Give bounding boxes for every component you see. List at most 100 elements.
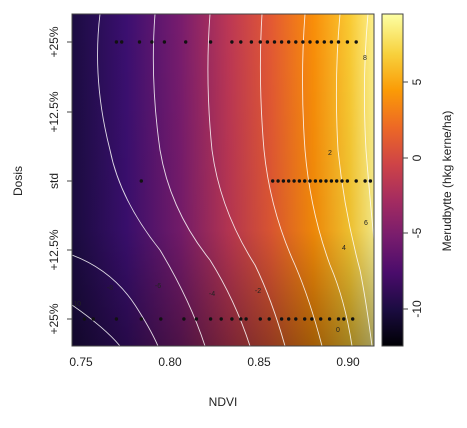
contour-line xyxy=(363,14,374,241)
colorbar: 5 0 -5 -10 Merudbytte (hkg kerne/ha) xyxy=(381,13,454,347)
data-point xyxy=(319,317,323,321)
x-tick-label: 0.80 xyxy=(158,355,182,369)
heatmap-shading xyxy=(72,14,374,346)
data-point xyxy=(287,317,291,321)
data-point xyxy=(297,179,302,183)
data-point xyxy=(150,40,154,44)
data-point xyxy=(114,40,119,44)
data-point xyxy=(208,317,213,321)
data-point xyxy=(258,40,262,44)
contour-line xyxy=(259,14,323,346)
data-points xyxy=(82,40,373,321)
data-point xyxy=(324,179,328,183)
data-point xyxy=(329,179,334,183)
data-point xyxy=(182,317,186,321)
y-tick-label: +12.5% xyxy=(47,91,61,132)
colorbar-gradient xyxy=(381,13,404,347)
contour-label: -4 xyxy=(209,291,215,298)
y-tick-label: +25% xyxy=(47,26,61,57)
data-point xyxy=(120,40,124,44)
data-point xyxy=(342,317,346,321)
contour-label: 4 xyxy=(342,245,346,252)
colorbar-tick-label: -5 xyxy=(410,227,424,238)
colorbar-tick-label: 5 xyxy=(410,78,424,85)
data-point xyxy=(208,40,213,44)
contour-line xyxy=(152,14,251,346)
colorbar-label: Merudbytte (hkg kerne/ha) xyxy=(440,111,454,252)
data-point xyxy=(315,40,319,44)
data-point xyxy=(287,179,291,183)
data-point xyxy=(292,179,296,183)
data-point xyxy=(230,317,234,321)
data-point xyxy=(139,179,143,183)
colorbar-tick-label: 0 xyxy=(410,154,424,161)
contour-label: -6 xyxy=(155,283,161,290)
data-point xyxy=(301,40,305,44)
contour-line xyxy=(97,14,206,346)
data-point xyxy=(184,40,188,44)
contour-label: -2 xyxy=(255,288,261,295)
contour-label: 2 xyxy=(328,150,332,157)
data-point xyxy=(287,40,291,44)
data-point xyxy=(281,179,286,183)
data-point xyxy=(319,179,323,183)
data-point xyxy=(137,40,142,44)
contour-line xyxy=(72,304,121,346)
data-point xyxy=(82,317,87,321)
data-point xyxy=(249,40,254,44)
data-point xyxy=(303,179,307,183)
plot-frame xyxy=(71,13,375,347)
heatmap-field: -10 -8 -6 -4 -2 0 2 4 6 8 xyxy=(72,14,374,346)
x-tick-label: 0.90 xyxy=(336,355,360,369)
data-point xyxy=(303,317,307,321)
data-point xyxy=(230,40,234,44)
data-point xyxy=(272,40,277,44)
data-point xyxy=(219,317,223,321)
contour-line xyxy=(302,14,353,346)
x-axis: 0.75 0.80 0.85 0.90 xyxy=(69,355,360,369)
data-point xyxy=(345,179,350,183)
data-point xyxy=(265,40,270,44)
data-point xyxy=(114,317,119,321)
colorbar-tick-label: -10 xyxy=(410,300,424,318)
data-point xyxy=(313,179,318,183)
data-point xyxy=(345,40,350,44)
data-point xyxy=(368,179,373,183)
contour-line xyxy=(72,254,159,346)
data-point xyxy=(162,40,167,44)
y-tick-labels: +25% +12.5% std +12.5% +25% xyxy=(47,26,61,334)
data-point xyxy=(329,40,334,44)
contour-label: -8 xyxy=(107,285,113,292)
y-axis xyxy=(67,41,72,320)
data-point xyxy=(194,317,199,321)
data-point xyxy=(258,317,262,321)
data-point xyxy=(239,317,243,321)
x-axis-label: NDVI xyxy=(209,395,238,409)
data-point xyxy=(239,40,243,44)
data-point xyxy=(276,179,280,183)
data-point xyxy=(327,317,332,321)
contour-label: 8 xyxy=(363,55,367,62)
data-point xyxy=(354,179,358,183)
y-tick-label: +25% xyxy=(47,303,61,334)
contour-labels: -10 -8 -6 -4 -2 0 2 4 6 8 xyxy=(72,55,368,334)
data-point xyxy=(336,317,341,321)
contour-label: 6 xyxy=(364,220,368,227)
contour-lines xyxy=(72,14,374,346)
data-point xyxy=(267,317,271,321)
data-point xyxy=(159,317,163,321)
data-point xyxy=(310,317,314,321)
data-point xyxy=(279,317,284,321)
data-point xyxy=(336,40,341,44)
x-tick-label: 0.75 xyxy=(69,355,93,369)
data-point xyxy=(322,40,326,44)
data-point xyxy=(308,40,312,44)
data-point xyxy=(139,317,143,321)
data-point xyxy=(294,40,298,44)
y-tick-label: +12.5% xyxy=(47,229,61,270)
data-point xyxy=(363,179,367,183)
contour-line xyxy=(335,14,373,346)
data-point xyxy=(294,317,298,321)
data-point xyxy=(271,179,275,183)
contour-line xyxy=(207,14,286,346)
